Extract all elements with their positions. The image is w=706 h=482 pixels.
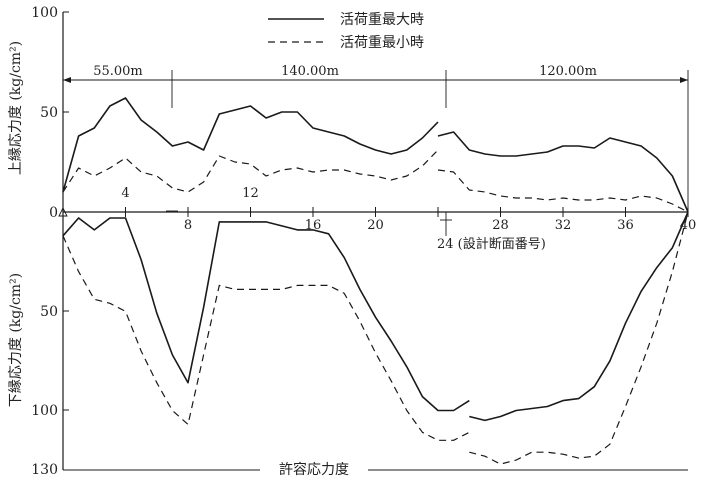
x-tick-label-4: 4 [121, 186, 129, 201]
span-arrow-right [680, 77, 688, 83]
allowable-stress: 許容応力度 [63, 458, 688, 478]
upper-y-axis-title: 上縁応力度 (kg/cm²) [8, 41, 24, 175]
x-tick-label-28: 28 [492, 218, 509, 233]
allowable-stress-label-bg [260, 458, 368, 478]
span-label-3: 120.00m [539, 64, 597, 79]
lower-min-series-segment-2 [469, 211, 689, 465]
y-tick-label-upper-50: 50 [40, 105, 58, 121]
upper-max-series-segment-1 [62, 97, 439, 193]
legend: 活荷重最大時 活荷重最小時 [268, 12, 424, 51]
span-label-1: 55.00m [93, 64, 143, 79]
y-tick-label-upper-100: 100 [31, 5, 58, 21]
lower-y-axis-title: 下縁応力度 (kg/cm²) [8, 273, 24, 407]
upper-min-series-segment-2 [437, 169, 689, 213]
legend-min-label: 活荷重最小時 [340, 35, 424, 51]
y-tick-label-lower-50: 50 [40, 304, 58, 320]
span-arrow-left [63, 77, 71, 83]
lower-min-series-segment-1 [62, 235, 470, 441]
y-tick-label-lower-100: 100 [31, 403, 58, 419]
x-axis-label: 24 (設計断面番号) [437, 236, 546, 252]
series-layer [62, 97, 689, 465]
support-symbols [58, 206, 452, 236]
y-axis: 100 50 0 50 100 130 上縁応力度 (kg/cm²) 下縁応力度… [8, 5, 69, 478]
lower-max-series-segment-1 [62, 217, 470, 412]
x-tick-label-32: 32 [555, 218, 572, 233]
y-tick-label-zero: 0 [49, 205, 58, 221]
legend-max-label: 活荷重最大時 [340, 12, 424, 28]
x-tick-label-36: 36 [617, 218, 634, 233]
support-left-end [58, 206, 68, 217]
y-tick-label-lower-130: 130 [31, 462, 58, 478]
x-tick-label-12: 12 [242, 186, 259, 201]
x-tick-label-8: 8 [184, 218, 192, 233]
span-dimensions: 55.00m 140.00m 120.00m [63, 64, 689, 212]
upper-max-series-segment-2 [437, 131, 689, 213]
span-label-2: 140.00m [281, 64, 339, 79]
lower-max-series-segment-2 [469, 211, 689, 422]
allowable-stress-label: 許容応力度 [279, 461, 349, 478]
x-tick-label-20: 20 [367, 218, 384, 233]
